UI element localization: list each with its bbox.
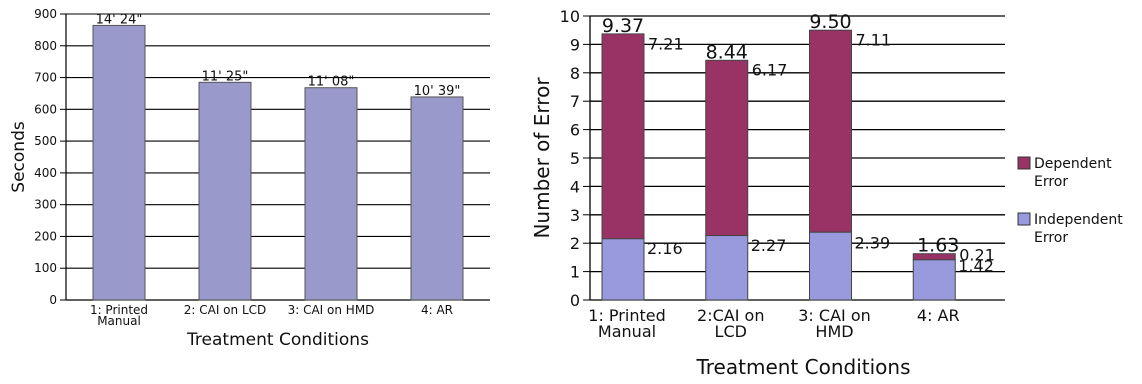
- x-axis-title: Treatment Conditions: [696, 355, 911, 379]
- x-tick-label: 3: CAI on HMD: [288, 303, 375, 317]
- segment-value-label: 1.42: [958, 257, 994, 276]
- y-tick-label: 400: [34, 166, 57, 180]
- y-tick-label: 900: [34, 7, 57, 21]
- y-axis-title: Seconds: [9, 121, 29, 193]
- segment-value-label: 7.21: [648, 34, 684, 53]
- y-tick-label: 600: [34, 102, 57, 116]
- legend-label: Independent: [1034, 212, 1123, 228]
- errors-chart: 0 1 2 3 4 5 6 7 8 9 10 2.16 7.219.37 1: PrintedManual…: [530, 7, 1123, 379]
- bar: [92, 24, 146, 301]
- legend-label: Error: [1034, 174, 1068, 190]
- bar: [198, 81, 252, 301]
- y-tick-label: 8: [570, 64, 580, 83]
- bar-value-label: 10' 39": [414, 84, 461, 99]
- y-tick-label: 6: [570, 121, 580, 140]
- legend-label: Error: [1034, 230, 1068, 246]
- seconds-chart: 0 100 200 300 400 500 600 700 800 900 14' 24" 1: Pr…: [9, 7, 490, 350]
- x-tick-label: LCD: [715, 322, 747, 341]
- x-tick-label: 2:CAI on: [697, 306, 764, 325]
- y-tick-label: 0: [570, 291, 580, 310]
- legend-label: Dependent: [1034, 156, 1112, 172]
- segment-value-label: 2.39: [855, 233, 891, 252]
- stack-total-label: 9.50: [809, 11, 851, 33]
- x-tick-label: 1: Printed: [90, 303, 148, 317]
- legend-swatch: [1017, 156, 1031, 170]
- bar: [304, 87, 358, 301]
- bar: [410, 96, 464, 301]
- bar-segment: [601, 238, 645, 301]
- y-axis-title: Number of Error: [530, 77, 554, 239]
- x-axis-title: Treatment Conditions: [186, 330, 369, 350]
- segment-value-label: 2.16: [647, 239, 683, 258]
- y-tick-label: 100: [34, 261, 57, 275]
- x-tick-label: 2: CAI on LCD: [184, 303, 267, 317]
- y-tick-label: 500: [34, 134, 57, 148]
- y-tick-label: 9: [570, 35, 580, 54]
- y-tick-label: 5: [570, 149, 580, 168]
- y-tick-label: 700: [34, 71, 57, 85]
- y-tick-label: 7: [570, 92, 580, 111]
- y-tick-label: 2: [570, 234, 580, 253]
- bar-value-label: 11' 25": [202, 69, 249, 84]
- y-tick-label: 10: [560, 7, 580, 26]
- segment-value-label: 6.17: [752, 61, 788, 80]
- x-tick-label: 4: AR: [917, 306, 960, 325]
- bar-segment: [809, 29, 852, 233]
- bar-value-label: 14' 24": [96, 12, 143, 27]
- y-tick-label: 3: [570, 206, 580, 225]
- segment-value-label: 2.27: [751, 236, 787, 255]
- segment-value-label: 7.11: [856, 31, 892, 50]
- bar-segment: [912, 259, 956, 301]
- x-tick-label: 4: AR: [421, 303, 453, 317]
- x-tick-label: Manual: [97, 314, 141, 328]
- x-tick-label: 3: CAI on: [798, 306, 871, 325]
- y-tick-label: 4: [570, 177, 580, 196]
- stack-total-label: 1.63: [917, 235, 959, 257]
- bar-segment: [705, 59, 749, 237]
- x-tick-label: HMD: [815, 322, 853, 341]
- y-tick-label: 0: [49, 293, 57, 307]
- stack-total-label: 8.44: [706, 41, 748, 63]
- bar-value-label: 11' 08": [308, 75, 355, 90]
- segment-value-label: 0.21: [959, 245, 995, 264]
- x-tick-label: 1: Printed: [588, 306, 665, 325]
- y-tick-label: 1: [570, 263, 580, 282]
- bar-segment: [601, 33, 645, 240]
- y-tick-label: 800: [34, 39, 57, 53]
- y-tick-label: 200: [34, 229, 57, 243]
- x-tick-label: Manual: [598, 322, 656, 341]
- y-tick-label: 300: [34, 198, 57, 212]
- bar-segment: [912, 253, 956, 261]
- legend-swatch: [1017, 212, 1031, 226]
- bar-segment: [809, 231, 852, 301]
- stack-total-label: 9.37: [602, 15, 644, 37]
- bar-segment: [705, 235, 749, 301]
